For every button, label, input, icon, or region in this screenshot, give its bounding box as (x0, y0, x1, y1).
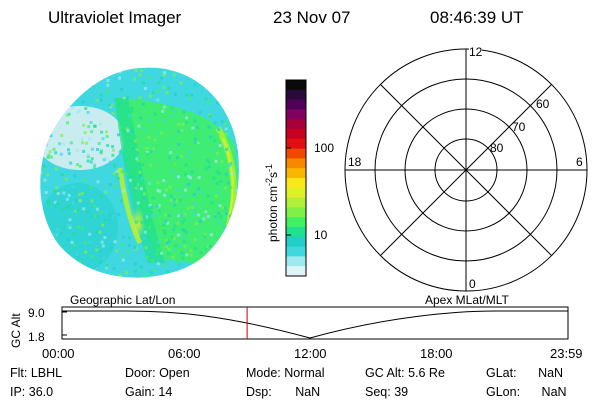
mlt-label-6: 6 (576, 155, 583, 169)
footer-filter: Flt: LBHL (10, 366, 63, 380)
geographic-label: Geographic Lat/Lon (70, 293, 176, 307)
y-top-label: 9.0 (28, 306, 45, 320)
x-tick-0600: 06:00 (168, 346, 201, 361)
colorbar-swatch (286, 129, 306, 140)
footer-dsp: Dsp: NaN (246, 385, 321, 399)
footer-glon: GLon: NaN (486, 385, 567, 399)
x-tick-1200: 12:00 (294, 346, 327, 361)
lat-label-80: 80 (490, 141, 504, 155)
lat-label-70: 70 (512, 120, 526, 134)
colorbar-swatch (286, 207, 306, 218)
colorbar-swatch (286, 119, 306, 130)
colorbar-swatch (286, 266, 306, 277)
imager-title: Ultraviolet Imager (48, 8, 182, 27)
colorbar-swatch (286, 178, 306, 189)
y-bottom-label: 1.8 (28, 330, 45, 344)
colorbar (285, 79, 307, 277)
colorbar-swatch (286, 246, 306, 257)
colorbar-swatch (286, 148, 306, 159)
svg-text:photon cm-2s-1: photon cm-2s-1 (264, 164, 280, 242)
colorbar-swatch (286, 197, 306, 208)
footer-glat: GLat: NaN (486, 366, 564, 380)
auroral-image (40, 67, 239, 278)
mlt-label-0: 0 (469, 277, 476, 291)
colorbar-swatch (286, 80, 306, 91)
footer-gain: Gain: 14 (125, 385, 173, 399)
colorbar-swatch (286, 109, 306, 120)
footer-ip: IP: 36.0 (10, 385, 54, 399)
footer-door: Door: Open (125, 366, 190, 380)
time-label: 08:46:39 UT (430, 8, 524, 27)
colorbar-tick-10: 10 (314, 228, 328, 242)
colorbar-swatch (286, 217, 306, 228)
apex-label: Apex MLat/MLT (425, 293, 509, 307)
x-tick-2359: 23:59 (550, 346, 583, 361)
mlt-label-18: 18 (348, 155, 362, 169)
colorbar-swatch (286, 99, 306, 110)
svg-text:GC Alt: GC Alt (9, 313, 23, 348)
footer-seq: Seq: 39 (365, 385, 409, 399)
colorbar-tick-100: 100 (314, 141, 335, 155)
colorbar-swatch (286, 256, 306, 267)
colorbar-swatch (286, 138, 306, 150)
x-tick-0000: 00:00 (42, 346, 75, 361)
colorbar-swatch (286, 158, 306, 169)
colorbar-swatch (286, 236, 306, 248)
colorbar-swatch (286, 89, 306, 101)
gc-alt-axis-label: GC Alt (9, 313, 23, 348)
colorbar-swatch (286, 187, 306, 199)
colorbar-label: photon cm-2s-1 (264, 164, 280, 242)
date-label: 23 Nov 07 (273, 8, 351, 27)
footer-mode: Mode: Normal (246, 366, 325, 380)
colorbar-swatch (286, 227, 306, 238)
altitude-timeline (61, 306, 569, 340)
altitude-curve (62, 310, 568, 339)
lat-label-60: 60 (536, 97, 550, 111)
x-tick-1800: 18:00 (420, 346, 453, 361)
polar-grid (344, 48, 588, 292)
colorbar-swatch (286, 168, 306, 179)
footer-gc-alt: GC Alt: 5.6 Re (365, 366, 445, 380)
pale-patch (40, 106, 125, 170)
mlt-label-12: 12 (469, 45, 483, 59)
